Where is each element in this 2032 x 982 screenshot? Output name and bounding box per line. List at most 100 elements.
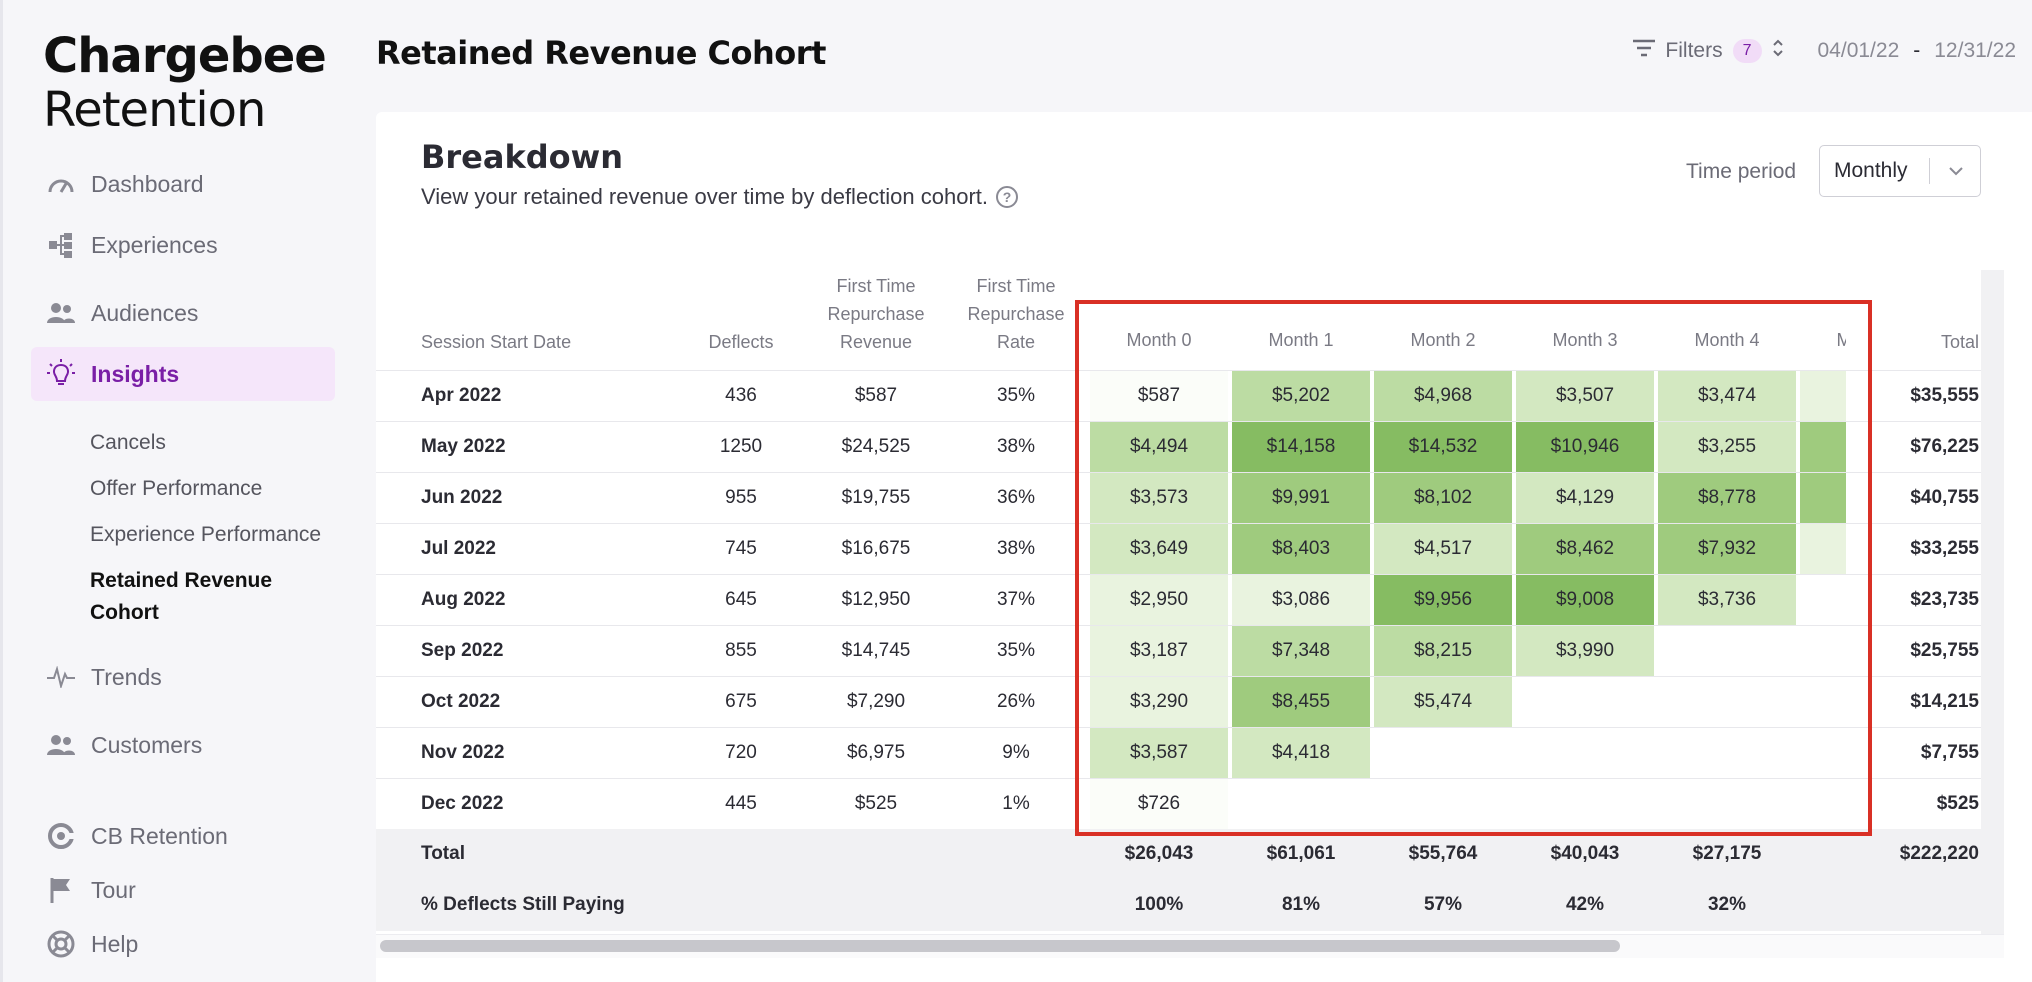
footer-month-cell: $27,175 xyxy=(1658,829,1796,879)
cohort-cell xyxy=(1374,779,1512,829)
th-month: Month 1 xyxy=(1268,330,1334,350)
footer-month-cell: 100% xyxy=(1090,880,1228,930)
cohort-cell xyxy=(1516,779,1654,829)
help-circle-icon[interactable]: ? xyxy=(996,186,1019,208)
subnav-offer-performance[interactable]: Offer Performance xyxy=(90,477,263,500)
footer-month-cell: 42% xyxy=(1516,880,1654,930)
filters-label: Filters xyxy=(1665,39,1723,62)
updown-chevron-icon xyxy=(1772,38,1784,64)
row-date: Jun 2022 xyxy=(421,487,503,508)
subnav-experience-performance[interactable]: Experience Performance xyxy=(90,523,322,546)
nav-help[interactable]: Help xyxy=(31,917,335,971)
row-date: Oct 2022 xyxy=(421,691,501,712)
filter-icon xyxy=(1633,39,1656,63)
nav-label: Tour xyxy=(91,876,136,903)
row-deflects: 745 xyxy=(725,538,757,559)
row-deflects: 720 xyxy=(725,742,757,763)
cohort-cell: $1,1 xyxy=(1800,371,1846,421)
date-range-picker[interactable]: 04/01/22 - 12/31/22 xyxy=(1818,39,2017,63)
th-month: Month 2 xyxy=(1410,330,1476,350)
nav-tour[interactable]: Tour xyxy=(31,863,335,917)
cohort-cell xyxy=(1658,779,1796,829)
total-column-shade xyxy=(1981,270,2004,934)
row-ftr-revenue: $6,975 xyxy=(846,742,906,763)
cohort-cell xyxy=(1800,677,1846,727)
cohort-cell: $5,474 xyxy=(1374,677,1512,727)
cohort-cell xyxy=(1374,728,1512,778)
table-row: Jun 2022 955 $19,755 36% $40,755 xyxy=(376,472,2004,523)
row-total: $14,215 xyxy=(1910,691,1979,712)
cohort-cell: $4,129 xyxy=(1516,473,1654,523)
nav-dashboard[interactable]: Dashboard xyxy=(31,157,335,211)
row-ftr-revenue: $587 xyxy=(854,385,898,406)
row-deflects: 955 xyxy=(725,487,757,508)
row-ftr-revenue: $19,755 xyxy=(841,487,911,508)
footer-month-cell: 81% xyxy=(1232,880,1370,930)
time-period-select[interactable]: Monthly xyxy=(1819,145,1981,197)
row-ftr-rate: 37% xyxy=(996,589,1036,610)
th-month: Month 3 xyxy=(1552,330,1618,350)
subnav-retained-revenue-cohort[interactable]: Retained Revenue Cohort xyxy=(90,569,273,624)
cohort-cell: $7,348 xyxy=(1232,626,1370,676)
brand-logo[interactable]: Chargebee Retention xyxy=(43,28,327,136)
footer-month-cell: $26,043 xyxy=(1090,829,1228,879)
nav-insights[interactable]: Insights xyxy=(31,347,335,401)
date-to: 12/31/22 xyxy=(1934,39,2016,62)
cohort-cell: $3,736 xyxy=(1658,575,1796,625)
nav-label: Insights xyxy=(91,360,180,387)
row-total: $25,755 xyxy=(1910,640,1979,661)
th-ftr-rate: First Time Repurchase Rate xyxy=(967,276,1065,352)
cohort-cell: $9,008 xyxy=(1516,575,1654,625)
cohort-cell: $4,494 xyxy=(1090,422,1228,472)
cohort-cell: $2,950 xyxy=(1090,575,1228,625)
nav-trends[interactable]: Trends xyxy=(31,650,335,704)
row-ftr-rate: 35% xyxy=(996,640,1036,661)
footer-label: Total xyxy=(421,843,465,864)
row-date: May 2022 xyxy=(421,436,506,457)
th-ftr-revenue: First Time Repurchase Revenue xyxy=(827,276,925,352)
row-date: Sep 2022 xyxy=(421,640,504,661)
row-deflects: 436 xyxy=(725,385,757,406)
cohort-cell: $3,187 xyxy=(1090,626,1228,676)
nav-audiences[interactable]: Audiences xyxy=(31,286,335,340)
users-icon xyxy=(47,299,75,327)
lightbulb-icon xyxy=(47,359,75,388)
footer-month-cell: $14, xyxy=(1800,829,1846,879)
row-ftr-revenue: $14,745 xyxy=(841,640,911,661)
nav-customers[interactable]: Customers xyxy=(31,718,335,772)
cohort-cell: $3,474 xyxy=(1658,371,1796,421)
card-title: Breakdown xyxy=(421,138,623,176)
row-date: Apr 2022 xyxy=(421,385,502,406)
cohort-cell xyxy=(1658,728,1796,778)
nav-experiences[interactable]: Experiences xyxy=(31,218,335,272)
cohort-cell: $5,202 xyxy=(1232,371,1370,421)
row-ftr-rate: 38% xyxy=(996,436,1036,457)
row-date: Nov 2022 xyxy=(421,742,505,763)
date-separator: - xyxy=(1913,39,1921,62)
row-deflects: 675 xyxy=(725,691,757,712)
row-ftr-rate: 38% xyxy=(996,538,1036,559)
pulse-icon xyxy=(47,663,75,691)
row-ftr-revenue: $525 xyxy=(854,793,898,814)
horizontal-scrollbar[interactable] xyxy=(380,938,2002,954)
th-session-start-date: Session Start Date xyxy=(421,332,572,352)
footer-total: $222,220 xyxy=(1899,843,1979,864)
row-ftr-revenue: $7,290 xyxy=(846,691,906,712)
subnav-cancels[interactable]: Cancels xyxy=(90,431,166,454)
flag-icon xyxy=(47,876,75,904)
nav-cb-retention[interactable]: CB Retention xyxy=(31,809,335,863)
th-month: Month 4 xyxy=(1694,330,1760,350)
nav-label: CB Retention xyxy=(91,822,228,849)
cohort-cell: $3,255 xyxy=(1658,422,1796,472)
scrollbar-thumb[interactable] xyxy=(380,940,1620,952)
footer-month-cell: 25 xyxy=(1800,880,1846,930)
row-ftr-rate: 26% xyxy=(996,691,1036,712)
select-divider xyxy=(1929,158,1930,184)
th-total: Total xyxy=(1940,332,1979,352)
filters-button[interactable]: Filters 7 xyxy=(1633,38,1783,64)
chevron-down-icon xyxy=(1948,160,1964,188)
cohort-cell: $10,946 xyxy=(1516,422,1654,472)
card-subtitle: View your retained revenue over time by … xyxy=(421,184,1019,210)
cohort-cell xyxy=(1516,728,1654,778)
cohort-cell xyxy=(1800,728,1846,778)
